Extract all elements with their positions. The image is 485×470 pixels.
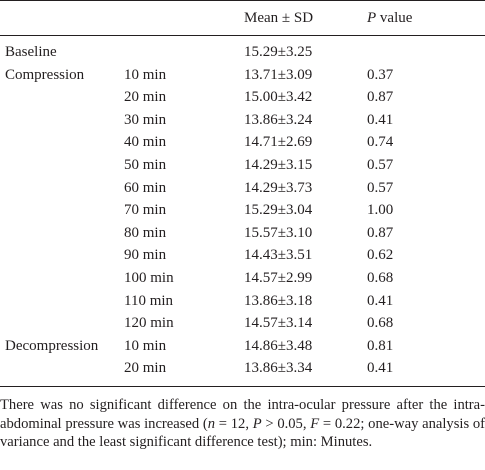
table-row: 90 min 14.43±3.51 0.62 — [0, 244, 485, 267]
header-p-suffix: value — [376, 10, 413, 26]
table-row: 100 min 14.57±2.99 0.68 — [0, 267, 485, 290]
row-group-cell: Baseline — [5, 44, 57, 60]
footnote-p-symbol: P — [252, 415, 262, 432]
table-bottom-rule — [0, 386, 485, 387]
table-row: Compression 10 min 13.71±3.09 0.37 — [0, 64, 485, 87]
row-time-cell: 30 min — [124, 111, 167, 128]
row-mean-sd-cell: 15.00±3.42 — [244, 89, 313, 106]
row-mean-sd-cell: 13.86±3.34 — [244, 360, 313, 377]
row-time-cell: 20 min — [124, 360, 167, 377]
table-row: 50 min 14.29±3.15 0.57 — [0, 154, 485, 177]
row-time-cell: 100 min — [124, 269, 174, 286]
footnote-text-4: = 0.22; one-way analysis of variance and… — [0, 415, 485, 451]
row-p-value-cell: 0.57 — [367, 156, 394, 173]
row-time-cell: 60 min — [124, 179, 167, 196]
row-time-cell: 40 min — [124, 134, 167, 151]
row-mean-sd-cell: 13.86±3.18 — [244, 292, 313, 309]
row-p-value-cell: 0.68 — [367, 315, 394, 332]
row-time-cell: 10 min — [124, 337, 167, 354]
row-time-cell: 20 min — [124, 89, 167, 106]
row-time-cell: 10 min — [124, 66, 167, 83]
row-time-cell: 70 min — [124, 202, 167, 219]
table-row: 20 min 13.86±3.34 0.41 — [0, 357, 485, 380]
row-mean-sd-cell: 14.57±2.99 — [244, 269, 313, 286]
row-mean-sd-cell: 14.86±3.48 — [244, 337, 313, 354]
row-p-value-cell: 0.68 — [367, 269, 394, 286]
row-mean-sd-cell: 15.29±3.25 — [244, 44, 313, 60]
row-p-value-cell: 0.87 — [367, 224, 394, 241]
footnote-text-3: > 0.05, — [261, 415, 311, 432]
row-p-value-cell: 0.37 — [367, 66, 394, 83]
row-p-value-cell: 0.81 — [367, 337, 394, 354]
table-row: 80 min 15.57±3.10 0.87 — [0, 222, 485, 245]
table-top-rule — [0, 0, 485, 1]
row-p-value-cell: 0.41 — [367, 360, 394, 377]
table-row: 20 min 15.00±3.42 0.87 — [0, 86, 485, 109]
header-mean-sd: Mean ± SD — [244, 10, 314, 26]
row-mean-sd-cell: 14.43±3.51 — [244, 247, 313, 264]
table-body: Baseline 15.29±3.25 Compression 10 min 13.71… — [0, 41, 485, 380]
table-row: 60 min 14.29±3.73 0.57 — [0, 177, 485, 200]
header-p-value: P value — [367, 9, 412, 27]
table-row: 110 min 13.86±3.18 0.41 — [0, 290, 485, 313]
row-time-cell: 120 min — [124, 315, 174, 332]
row-time-cell: 90 min — [124, 247, 167, 264]
footnote-text-2: = 12, — [215, 415, 253, 432]
row-mean-sd-cell: 13.86±3.24 — [244, 111, 313, 128]
row-mean-sd-cell: 14.71±2.69 — [244, 134, 313, 151]
table-row: 30 min 13.86±3.24 0.41 — [0, 109, 485, 132]
footnote-f-symbol: F — [310, 415, 320, 432]
table-row: 120 min 14.57±3.14 0.68 — [0, 312, 485, 335]
table-row: Decompression 10 min 14.86±3.48 0.81 — [0, 335, 485, 358]
row-mean-sd-cell: 14.29±3.73 — [244, 179, 313, 196]
header-p-symbol: P — [367, 10, 377, 26]
table-footnote: There was no significant difference on t… — [0, 396, 485, 452]
row-group-cell: Decompression — [5, 337, 99, 354]
row-p-value-cell: 0.87 — [367, 89, 394, 106]
row-mean-sd-cell: 15.57±3.10 — [244, 224, 313, 241]
footnote-n-symbol: n — [207, 415, 216, 432]
table-row: 70 min 15.29±3.04 1.00 — [0, 199, 485, 222]
row-p-value-cell: 0.41 — [367, 292, 394, 309]
footnote-paragraph: There was no significant difference on t… — [0, 396, 485, 452]
row-mean-sd-cell: 13.71±3.09 — [244, 66, 313, 83]
row-p-value-cell: 0.41 — [367, 111, 394, 128]
table-row: Baseline 15.29±3.25 — [0, 41, 485, 64]
row-time-cell: 50 min — [124, 156, 167, 173]
row-mean-sd-cell: 14.29±3.15 — [244, 156, 313, 173]
row-group-cell: Compression — [5, 66, 85, 83]
footnote-text-1: There was no significant difference on t… — [0, 397, 485, 432]
row-time-cell: 80 min — [124, 224, 167, 241]
row-mean-sd-cell: 14.57±3.14 — [244, 315, 313, 332]
row-p-value-cell: 0.62 — [367, 247, 394, 264]
row-p-value-cell: 1.00 — [367, 202, 394, 219]
table-row: 40 min 14.71±2.69 0.74 — [0, 131, 485, 154]
table-header-rule — [0, 35, 485, 36]
row-time-cell: 110 min — [124, 292, 174, 309]
row-p-value-cell: 0.57 — [367, 179, 394, 196]
row-mean-sd-cell: 15.29±3.04 — [244, 202, 313, 219]
row-p-value-cell: 0.74 — [367, 134, 394, 151]
